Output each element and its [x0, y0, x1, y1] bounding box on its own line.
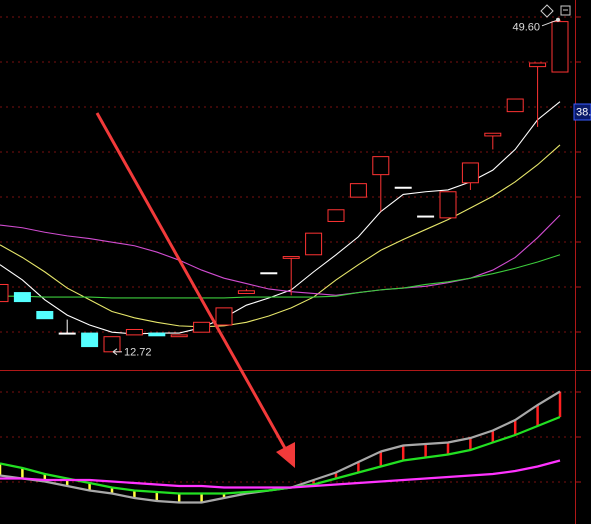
arrow-shaft	[95, 112, 288, 451]
toolbar-icons	[540, 4, 571, 18]
candle-body	[148, 332, 166, 337]
candle-body	[484, 132, 502, 137]
candle-body	[58, 332, 76, 335]
candle-body	[260, 272, 278, 275]
price-tag-box	[573, 103, 591, 121]
candle-body	[349, 183, 367, 198]
candle-body	[237, 290, 255, 294]
candle-body	[125, 328, 143, 336]
candle-body	[327, 209, 345, 222]
candle-body	[103, 336, 121, 353]
candle-body	[506, 98, 524, 113]
candle-body	[170, 334, 188, 338]
candle-body	[193, 321, 211, 333]
candle-body	[417, 215, 435, 218]
candle-body	[282, 256, 300, 259]
candle-body	[81, 332, 99, 348]
candle-body	[305, 232, 323, 256]
candle-body	[13, 292, 31, 303]
moving-average-line	[0, 254, 561, 299]
candle-body	[36, 310, 54, 320]
candle-body	[461, 162, 479, 184]
annotation-label: 49.60	[512, 22, 540, 34]
price-tag: 38.	[573, 103, 591, 121]
annotation-label: 12.72	[124, 347, 152, 359]
indicator-line	[0, 459, 561, 489]
moving-average-line	[0, 144, 561, 328]
candle-body	[0, 283, 9, 303]
red-arrow	[95, 112, 295, 468]
arrow-head	[276, 442, 295, 468]
candle-body	[551, 21, 569, 73]
candle-body	[439, 191, 457, 219]
candle-body	[529, 62, 547, 68]
candle-body	[394, 186, 412, 189]
window-icon[interactable]	[560, 5, 571, 16]
diamond-icon[interactable]	[540, 4, 554, 18]
candle-body	[215, 307, 233, 326]
price-tag-text: 38.	[576, 106, 591, 118]
candle-body	[372, 156, 390, 176]
price-panel: 49.60 12.72	[0, 17, 569, 359]
annotation-leader	[541, 19, 559, 27]
annotation-dot	[556, 17, 560, 22]
indicator-panel	[0, 390, 562, 504]
annotation-arrowhead	[112, 348, 118, 356]
indicator-line	[0, 415, 561, 495]
